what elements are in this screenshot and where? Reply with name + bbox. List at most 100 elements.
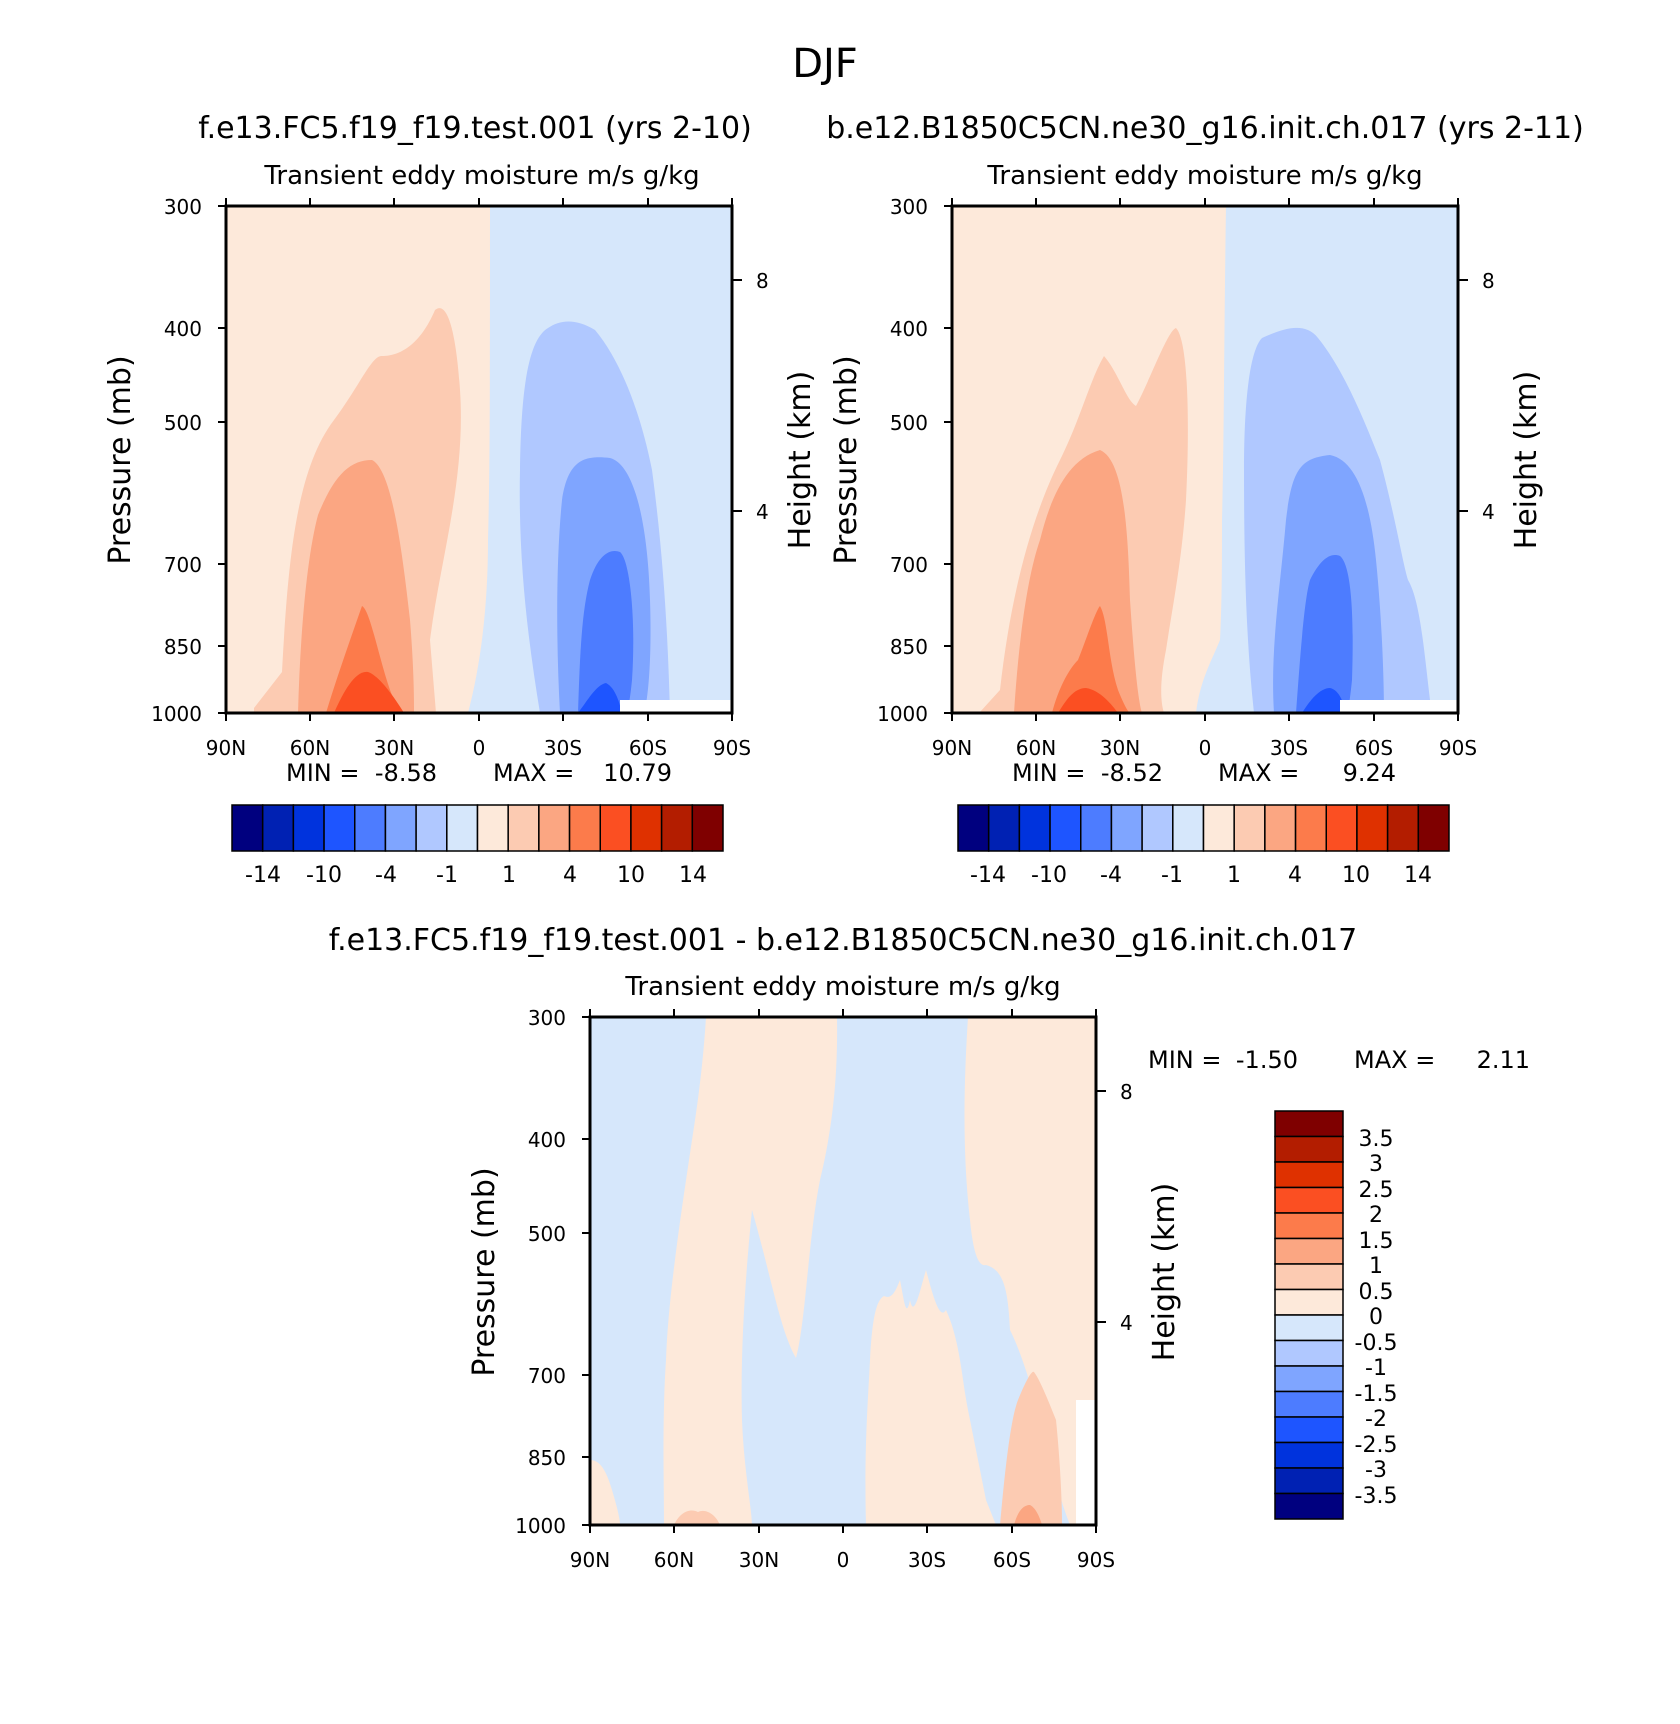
panel2-ytick: 700 [890, 553, 928, 577]
panel1-y-tick-labels: 300 400 500 700 850 1000 [151, 195, 202, 726]
panel1-contour-pos4 [334, 671, 404, 713]
panel1-ytick-right: 4 [756, 500, 769, 524]
colorbar-swatch [1202, 804, 1235, 852]
panel1-missing-data [620, 700, 732, 713]
panel2-ytick: 500 [890, 411, 928, 435]
panel1-xtick: 30N [374, 736, 414, 760]
colorbar-swatch [1274, 1161, 1344, 1189]
panel3-cb-label: 2.5 [1359, 1178, 1394, 1203]
panel3-xtick: 30S [908, 1548, 946, 1572]
colorbar-swatch [660, 804, 694, 852]
panel2-ytick-right: 8 [1482, 269, 1495, 293]
panel2-ylabel: Pressure (mb) [829, 355, 864, 564]
panel2-colorbar-labels: -14 -10 -4 -1 1 4 10 14 [970, 863, 1432, 888]
panel3-cb-label: 0 [1369, 1305, 1383, 1330]
panel1-x-tick-labels: 90N 60N 30N 0 30S 60S 90S [206, 736, 751, 760]
panel3-cb-label: -2.5 [1355, 1433, 1398, 1458]
colorbar-swatch [1274, 1110, 1344, 1138]
panel3-contour-pos1b [674, 1510, 720, 1525]
panel2-max-value: 9.24 [1343, 759, 1396, 787]
panel2-xtick: 90S [1439, 736, 1477, 760]
panel3-cb-label: 1 [1369, 1254, 1383, 1279]
colorbar-swatch [1264, 804, 1297, 852]
panel1-stats: MIN = -8.58 MAX = 10.79 [286, 759, 672, 787]
panel1-cb-label: 1 [502, 863, 516, 888]
panel2-colorbar [957, 804, 1450, 852]
colorbar-swatch [1049, 804, 1082, 852]
panel3-cb-label: 0.5 [1359, 1280, 1394, 1305]
colorbar-swatch [599, 804, 632, 852]
panel2-ytick: 400 [890, 317, 928, 341]
colorbar-swatch [323, 804, 356, 852]
panel2-y-tick-labels: 300 400 500 700 850 1000 [877, 195, 928, 726]
panel1-title: Transient eddy moisture m/s g/kg [263, 161, 699, 191]
panel2-xtick: 30N [1100, 736, 1140, 760]
panel1-cb-label: -14 [245, 863, 281, 888]
panel3-ylabel-right: Height (km) [1147, 1183, 1182, 1362]
colorbar-swatch [384, 804, 417, 852]
panel3-ytick: 300 [528, 1006, 566, 1030]
colorbar-swatch [1233, 804, 1266, 852]
panel3: Transient eddy moisture m/s g/kg 90N 60N… [467, 972, 1530, 1572]
panel3-min-label: MIN = [1148, 1046, 1221, 1074]
panel2-cb-label: -14 [970, 863, 1006, 888]
panel3-missing-data [1076, 1400, 1096, 1525]
panel3-stats: MIN = -1.50 MAX = 2.11 [1148, 1046, 1530, 1074]
colorbar-swatch [987, 804, 1021, 852]
panel2-xtick: 0 [1199, 736, 1212, 760]
panel2-ytick-right: 4 [1482, 500, 1495, 524]
panel1-run-label: f.e13.FC5.f19_f19.test.001 (yrs 2-10) [198, 111, 752, 146]
colorbar-swatch [630, 804, 663, 852]
colorbar-swatch [1274, 1467, 1344, 1495]
panel1-ylabel: Pressure (mb) [103, 355, 138, 564]
panel1-xtick: 90N [206, 736, 246, 760]
colorbar-swatch [1080, 804, 1113, 852]
panel1-min-value: -8.58 [375, 759, 437, 787]
panel3-cb-label: -1.5 [1355, 1382, 1398, 1407]
colorbar-swatch [1325, 804, 1358, 852]
panel2-xtick: 90N [932, 736, 972, 760]
panel1-y-right-tick-labels: 8 4 [756, 269, 769, 524]
colorbar-swatch [231, 804, 264, 852]
colorbar-swatch [354, 804, 387, 852]
panel2-cb-label: 4 [1288, 863, 1302, 888]
panel1-ytick: 500 [164, 411, 202, 435]
colorbar-swatch [1018, 804, 1051, 852]
panel1-contours [226, 206, 732, 713]
panel2-xtick: 60N [1016, 736, 1056, 760]
colorbar-swatch [691, 804, 724, 852]
colorbar-swatch [1110, 804, 1143, 852]
panel2-x-tick-labels: 90N 60N 30N 0 30S 60S 90S [932, 736, 1477, 760]
panel2-max-label: MAX = [1218, 759, 1299, 787]
panel1-contour-pos2 [298, 460, 414, 713]
panel3-fill-pos0-band1 [663, 1017, 838, 1525]
panel1-colorbar-labels: -14 -10 -4 -1 1 4 10 14 [245, 863, 707, 888]
panel3-contour-pos2 [1014, 1505, 1042, 1525]
panel1-ytick: 850 [164, 635, 202, 659]
panel2-ytick: 300 [890, 195, 928, 219]
panel1-xtick: 60N [290, 736, 330, 760]
colorbar-swatch [446, 804, 479, 852]
colorbar-swatch [1274, 1365, 1344, 1393]
panel2-y-right-tick-labels: 8 4 [1482, 269, 1495, 524]
panel2-cb-label: -4 [1100, 863, 1122, 888]
colorbar-swatch [1274, 1390, 1344, 1418]
panel2-ylabel-right: Height (km) [1509, 371, 1544, 550]
panel2-xtick: 30S [1270, 736, 1308, 760]
panel1-max-label: MAX = [493, 759, 574, 787]
panel3-cb-label: -0.5 [1355, 1331, 1398, 1356]
panel1-cb-label: 14 [679, 863, 707, 888]
panel1-colorbar [231, 804, 724, 852]
panel2-contours [952, 206, 1458, 713]
colorbar-swatch [261, 804, 295, 852]
colorbar-swatch [1274, 1339, 1344, 1367]
panel3-cb-label: 2 [1369, 1203, 1383, 1228]
panel3-xtick: 30N [739, 1548, 779, 1572]
panel3-fill-pos0-band3 [865, 1270, 996, 1525]
panel1-cb-label: -10 [306, 863, 342, 888]
panel3-cb-label: -3.5 [1355, 1484, 1398, 1509]
colorbar-swatch [1274, 1314, 1344, 1342]
colorbar-swatch [1274, 1237, 1344, 1265]
panel3-run-label: f.e13.FC5.f19_f19.test.001 - b.e12.B1850… [329, 923, 1358, 958]
